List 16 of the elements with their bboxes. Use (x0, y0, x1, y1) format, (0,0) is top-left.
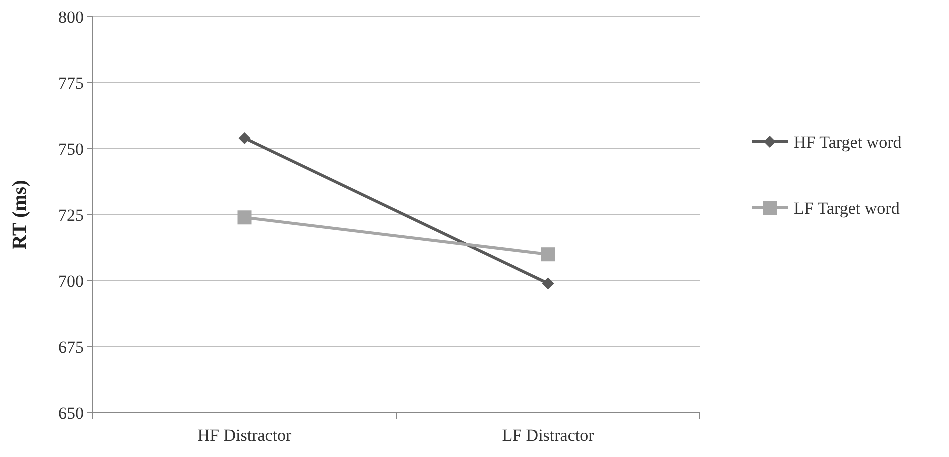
point (238, 132, 251, 144)
point (542, 278, 554, 290)
y-tick-label: 700 (58, 272, 84, 291)
point (541, 248, 556, 262)
x-tick-label: LF Distractor (502, 426, 595, 445)
y-tick-label: 725 (58, 206, 84, 225)
y-axis-title: RT (ms) (9, 180, 31, 250)
y-tick-label: 650 (58, 404, 84, 423)
legend-label: HF Target word (794, 132, 902, 152)
y-tick-label: 775 (58, 74, 84, 93)
y-tick-label: 800 (58, 8, 84, 27)
x-tick-label: HF Distractor (198, 426, 292, 445)
y-tick-label: 750 (58, 140, 84, 159)
legend-label: LF Target word (794, 198, 900, 218)
y-tick-label: 675 (58, 338, 84, 357)
point (238, 210, 252, 225)
